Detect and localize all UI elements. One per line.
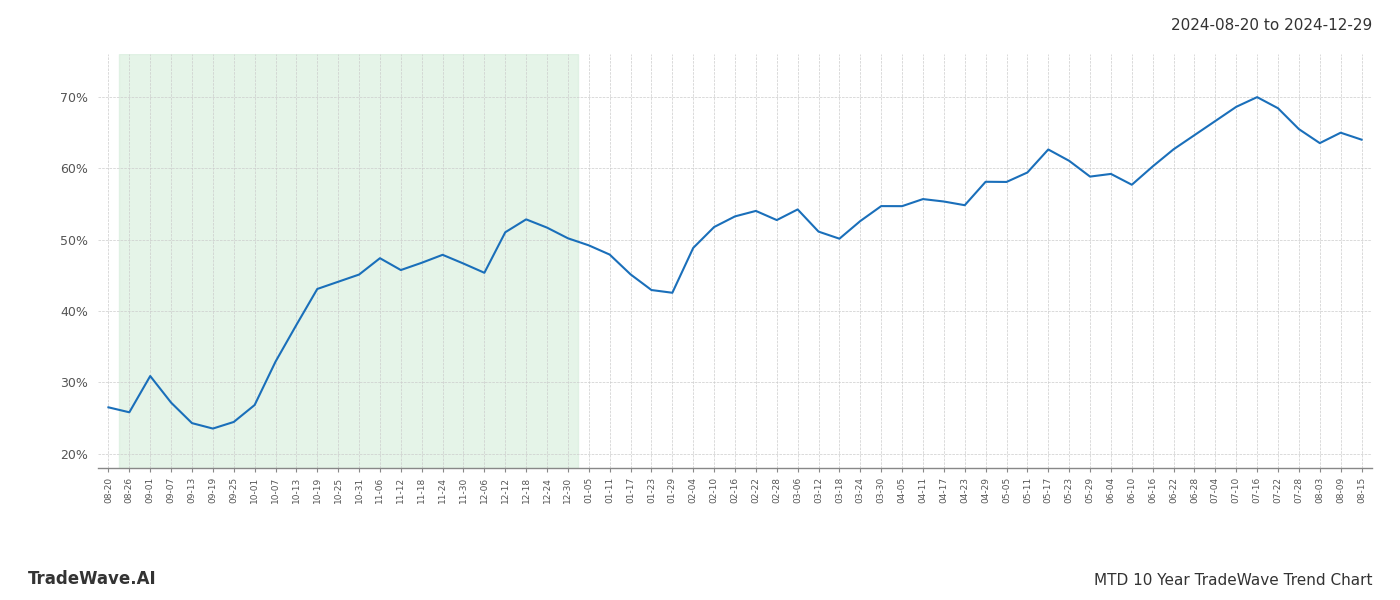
Text: TradeWave.AI: TradeWave.AI [28, 570, 157, 588]
Text: 2024-08-20 to 2024-12-29: 2024-08-20 to 2024-12-29 [1170, 18, 1372, 33]
Bar [119, 54, 578, 468]
Text: MTD 10 Year TradeWave Trend Chart: MTD 10 Year TradeWave Trend Chart [1093, 573, 1372, 588]
